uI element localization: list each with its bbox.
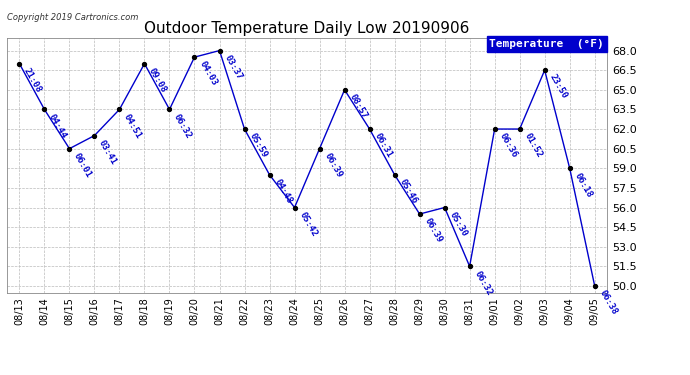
- Text: 06:31: 06:31: [373, 132, 393, 160]
- Point: [564, 165, 575, 171]
- Text: Temperature  (°F): Temperature (°F): [489, 39, 604, 49]
- Point: [414, 211, 425, 217]
- Text: 05:42: 05:42: [297, 210, 319, 238]
- Text: 09:08: 09:08: [147, 66, 168, 94]
- Point: [39, 106, 50, 112]
- Text: 04:03: 04:03: [197, 60, 219, 88]
- Point: [189, 54, 200, 60]
- Text: 06:39: 06:39: [422, 217, 444, 244]
- Text: 21:08: 21:08: [22, 66, 43, 94]
- Text: 06:32: 06:32: [473, 269, 493, 297]
- Point: [264, 172, 275, 178]
- Point: [114, 106, 125, 112]
- Text: Copyright 2019 Cartronics.com: Copyright 2019 Cartronics.com: [7, 13, 138, 22]
- Point: [364, 126, 375, 132]
- Text: 06:32: 06:32: [172, 112, 193, 140]
- Point: [139, 61, 150, 67]
- Text: 03:37: 03:37: [222, 53, 244, 81]
- Point: [514, 126, 525, 132]
- Text: 05:30: 05:30: [447, 210, 469, 238]
- Point: [339, 87, 350, 93]
- Text: 04:44: 04:44: [47, 112, 68, 140]
- Title: Outdoor Temperature Daily Low 20190906: Outdoor Temperature Daily Low 20190906: [144, 21, 470, 36]
- Point: [489, 126, 500, 132]
- Point: [289, 204, 300, 210]
- Point: [464, 263, 475, 269]
- Text: 03:41: 03:41: [97, 138, 119, 166]
- Text: 05:59: 05:59: [247, 132, 268, 160]
- Text: 01:52: 01:52: [522, 132, 544, 160]
- Point: [589, 283, 600, 289]
- Text: 06:39: 06:39: [322, 152, 344, 179]
- Point: [439, 204, 450, 210]
- Point: [314, 146, 325, 152]
- Point: [164, 106, 175, 112]
- Point: [214, 48, 225, 54]
- Point: [239, 126, 250, 132]
- Point: [89, 133, 100, 139]
- Text: 23:50: 23:50: [547, 73, 569, 101]
- Point: [14, 61, 25, 67]
- Text: 08:57: 08:57: [347, 93, 368, 120]
- Text: 04:48: 04:48: [273, 178, 293, 206]
- Point: [64, 146, 75, 152]
- Text: 06:36: 06:36: [497, 132, 519, 160]
- Point: [539, 67, 550, 73]
- Text: 05:46: 05:46: [397, 178, 419, 206]
- Text: 06:18: 06:18: [573, 171, 593, 199]
- Point: [389, 172, 400, 178]
- Text: 04:51: 04:51: [122, 112, 144, 140]
- Text: 06:01: 06:01: [72, 152, 93, 179]
- Text: 06:38: 06:38: [598, 289, 619, 316]
